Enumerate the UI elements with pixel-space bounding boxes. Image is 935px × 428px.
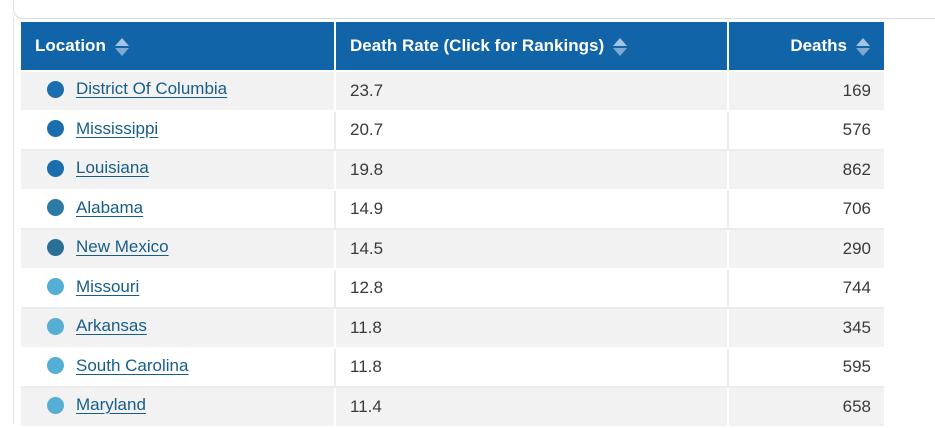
death-rate-cell: 19.8 <box>334 151 727 191</box>
deaths-cell: 169 <box>727 72 884 112</box>
deaths-cell: 744 <box>727 269 884 309</box>
location-link[interactable]: Alabama <box>76 197 144 217</box>
location-link[interactable]: Louisiana <box>76 158 149 177</box>
rate-severity-dot-icon <box>47 278 64 295</box>
rate-severity-dot-icon <box>47 120 64 137</box>
location-cell-inner: Mississippi <box>47 119 158 139</box>
location-cell: South Carolina <box>21 348 334 388</box>
location-link[interactable]: Arkansas <box>76 316 147 335</box>
table-row: Mississippi 20.7 576 <box>21 111 884 151</box>
deaths-cell: 290 <box>727 230 884 270</box>
table-row: Maryland 11.4 658 <box>21 388 884 428</box>
rate-severity-dot-icon <box>47 238 64 256</box>
table-body: District Of Columbia 23.7 169 Mississipp… <box>21 72 884 428</box>
rankings-table: Location Death Rate (Click for Rankings)… <box>21 22 884 428</box>
sort-down-arrow-icon <box>114 47 129 56</box>
deaths-cell: 862 <box>727 151 884 191</box>
location-link[interactable]: New Mexico <box>76 237 169 256</box>
location-cell: Mississippi <box>21 111 334 151</box>
location-cell: Alabama <box>21 190 334 230</box>
table-row: Louisiana 19.8 862 <box>21 151 884 191</box>
deaths-cell: 706 <box>727 190 884 230</box>
column-header-deaths[interactable]: Deaths <box>727 22 884 72</box>
data-table: Location Death Rate (Click for Rankings)… <box>21 22 884 428</box>
deaths-cell: 576 <box>727 111 884 151</box>
location-cell-inner: Maryland <box>47 395 146 415</box>
location-cell: Missouri <box>21 269 334 309</box>
location-cell: Arkansas <box>21 309 334 349</box>
rate-severity-dot-icon <box>47 80 64 98</box>
location-link[interactable]: South Carolina <box>76 355 189 375</box>
top-panel <box>13 0 935 19</box>
rate-severity-dot-icon <box>47 159 64 177</box>
location-cell: New Mexico <box>21 230 334 270</box>
table-header: Location Death Rate (Click for Rankings)… <box>21 22 884 72</box>
column-header-location-label: Location <box>35 36 106 55</box>
location-link[interactable]: Missouri <box>76 276 140 296</box>
death-rate-cell: 12.8 <box>334 269 727 309</box>
sort-up-arrow-icon <box>114 37 129 46</box>
sort-down-arrow-icon <box>613 47 628 56</box>
location-cell-inner: District Of Columbia <box>47 79 227 99</box>
location-cell: Louisiana <box>21 151 334 191</box>
death-rate-cell: 14.9 <box>334 190 727 230</box>
table-row: South Carolina 11.8 595 <box>21 348 884 388</box>
sort-icon <box>114 37 129 56</box>
location-cell-inner: Alabama <box>47 198 143 218</box>
content-frame-border <box>13 17 14 424</box>
deaths-cell: 345 <box>727 309 884 349</box>
rate-severity-dot-icon <box>47 199 64 216</box>
rate-severity-dot-icon <box>47 396 64 414</box>
location-link[interactable]: District Of Columbia <box>76 79 228 98</box>
location-link[interactable]: Mississippi <box>76 118 159 138</box>
death-rate-cell: 23.7 <box>334 72 727 112</box>
death-rate-cell: 11.4 <box>334 388 727 428</box>
location-cell-inner: Louisiana <box>47 158 149 178</box>
table-row: Alabama 14.9 706 <box>21 190 884 230</box>
location-cell-inner: South Carolina <box>47 356 188 376</box>
table-row: Missouri 12.8 744 <box>21 269 884 309</box>
deaths-cell: 658 <box>727 388 884 428</box>
deaths-cell: 595 <box>727 348 884 388</box>
table-row: Arkansas 11.8 345 <box>21 309 884 349</box>
column-header-death-rate-label: Death Rate (Click for Rankings) <box>350 36 605 55</box>
sort-icon <box>856 37 870 56</box>
sort-icon <box>613 37 628 56</box>
death-rate-cell: 11.8 <box>334 309 727 349</box>
location-cell-inner: Arkansas <box>47 316 147 336</box>
death-rate-cell: 14.5 <box>334 230 727 270</box>
rate-severity-dot-icon <box>47 357 64 374</box>
death-rate-cell: 11.8 <box>334 348 727 388</box>
sort-up-arrow-icon <box>613 37 628 46</box>
location-cell-inner: New Mexico <box>47 237 169 257</box>
table-row: New Mexico 14.5 290 <box>21 230 884 270</box>
location-cell-inner: Missouri <box>47 277 139 297</box>
column-header-deaths-label: Deaths <box>790 36 847 55</box>
location-link[interactable]: Maryland <box>76 395 146 414</box>
column-header-location[interactable]: Location <box>21 22 334 72</box>
column-header-death-rate[interactable]: Death Rate (Click for Rankings) <box>334 22 727 72</box>
location-cell: District Of Columbia <box>21 72 334 112</box>
location-cell: Maryland <box>21 388 334 428</box>
death-rate-cell: 20.7 <box>334 111 727 151</box>
rate-severity-dot-icon <box>47 317 64 335</box>
sort-up-arrow-icon <box>856 37 870 46</box>
sort-down-arrow-icon <box>856 47 870 56</box>
table-row: District Of Columbia 23.7 169 <box>21 72 884 112</box>
